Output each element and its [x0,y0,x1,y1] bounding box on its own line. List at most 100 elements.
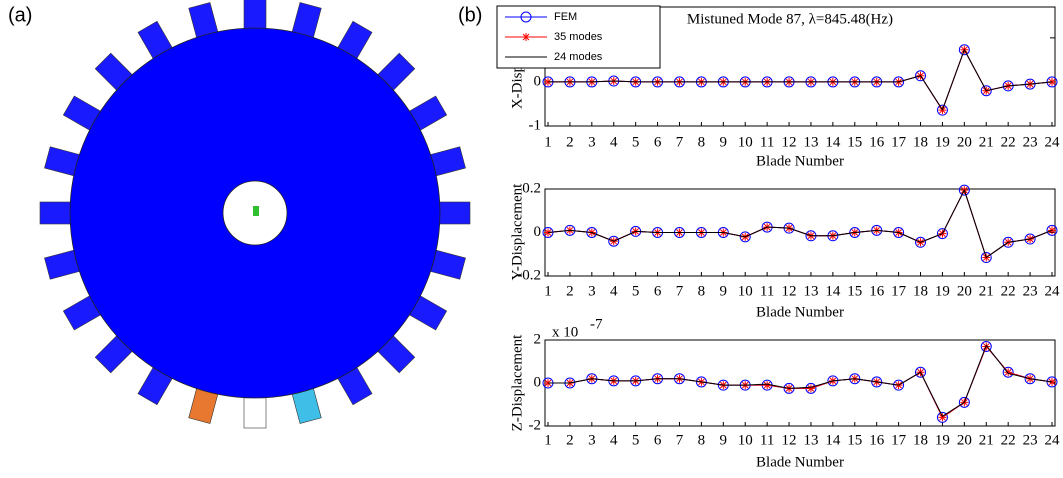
x-axis-label: Blade Number [756,153,844,169]
x-tick-label: 8 [698,432,706,448]
x-tick-label: 14 [825,134,841,150]
x-tick-label: 1 [544,283,552,299]
x-tick-label: 6 [654,432,662,448]
legend-label: 24 modes [554,51,603,63]
y-multiplier-exp: -7 [590,316,603,332]
x-tick-label: 21 [979,432,994,448]
x-tick-label: 11 [760,134,774,150]
x-tick-label: 3 [588,432,596,448]
x-tick-label: 6 [654,134,662,150]
x-tick-label: 6 [654,283,662,299]
x-tick-label: 15 [847,432,862,448]
panel-label: (b) [458,4,482,26]
x-tick-label: 5 [632,283,640,299]
x-tick-label: 18 [913,432,928,448]
x-tick-label: 23 [1023,134,1038,150]
x-tick-label: 5 [632,134,640,150]
y-tick-label: 0 [534,374,542,390]
panel-label: (a) [8,4,32,26]
x-tick-label: 12 [782,134,797,150]
x-tick-label: 23 [1023,283,1038,299]
disk-model [40,0,470,428]
y-axis-label: Z-Displacement [509,334,525,431]
plot-box [545,340,1055,426]
blade [244,394,266,428]
x-tick-label: 3 [588,134,596,150]
x-tick-label: 13 [803,432,818,448]
legend-marker [522,33,530,41]
y-tick-label: 0 [534,224,542,240]
x-tick-label: 24 [1045,283,1061,299]
x-tick-label: 20 [957,283,972,299]
x-tick-label: 1 [544,432,552,448]
x-tick-label: 12 [782,432,797,448]
x-tick-label: 19 [935,283,950,299]
x-tick-label: 20 [957,134,972,150]
blade [244,0,266,32]
axis-origin [253,206,259,216]
x-tick-label: 11 [760,283,774,299]
x-tick-label: 9 [720,432,728,448]
x-tick-label: 10 [738,283,753,299]
legend-label: 35 modes [554,31,603,43]
x-tick-label: 3 [588,283,596,299]
x-tick-label: 2 [566,432,574,448]
x-tick-label: 17 [891,432,907,448]
x-tick-label: 18 [913,134,928,150]
x-tick-label: 15 [847,134,862,150]
figure: (a) (b) -1011234567891011121314151617181… [0,0,1063,478]
x-tick-label: 9 [720,283,728,299]
y-multiplier: x 10 [552,324,578,340]
x-tick-label: 13 [803,283,818,299]
chart-title: Mistuned Mode 87, λ=845.48(Hz) [687,11,893,27]
x-tick-label: 22 [1001,432,1016,448]
x-tick-label: 13 [803,134,818,150]
x-tick-label: 10 [738,134,753,150]
y-tick-label: -1 [529,117,542,133]
x-tick-label: 2 [566,134,574,150]
x-tick-label: 17 [891,283,907,299]
x-tick-label: 19 [935,134,950,150]
x-tick-label: 19 [935,432,950,448]
legend-label: FEM [554,11,577,23]
x-tick-label: 18 [913,283,928,299]
x-tick-label: 24 [1045,134,1061,150]
x-tick-label: 24 [1045,432,1061,448]
x-tick-label: 14 [825,283,841,299]
y-tick-label: 0 [534,73,542,89]
x-tick-label: 14 [825,432,841,448]
y-tick-label: -2 [529,417,542,433]
x-tick-label: 16 [869,432,885,448]
x-tick-label: 17 [891,134,907,150]
x-tick-label: 4 [610,432,618,448]
x-tick-label: 16 [869,283,885,299]
x-tick-label: 7 [676,432,684,448]
x-axis-label: Blade Number [756,454,844,470]
x-tick-label: 1 [544,134,552,150]
x-tick-label: 11 [760,432,774,448]
x-tick-label: 5 [632,432,640,448]
x-tick-label: 20 [957,432,972,448]
x-tick-label: 22 [1001,283,1016,299]
marker-star [763,381,771,389]
x-tick-label: 21 [979,134,994,150]
marker-star [807,384,815,392]
x-tick-label: 10 [738,432,753,448]
y-axis-label: Y-Displacement [509,183,525,280]
x-tick-label: 21 [979,283,994,299]
x-tick-label: 23 [1023,432,1038,448]
x-tick-label: 15 [847,283,862,299]
x-tick-label: 8 [698,283,706,299]
x-axis-label: Blade Number [756,304,844,320]
x-tick-label: 12 [782,283,797,299]
blade [40,202,74,224]
x-tick-label: 8 [698,134,706,150]
x-tick-label: 22 [1001,134,1016,150]
x-tick-label: 7 [676,134,684,150]
x-tick-label: 4 [610,283,618,299]
x-tick-label: 2 [566,283,574,299]
x-tick-label: 4 [610,134,618,150]
x-tick-label: 9 [720,134,728,150]
x-tick-label: 16 [869,134,885,150]
blade [436,202,470,224]
